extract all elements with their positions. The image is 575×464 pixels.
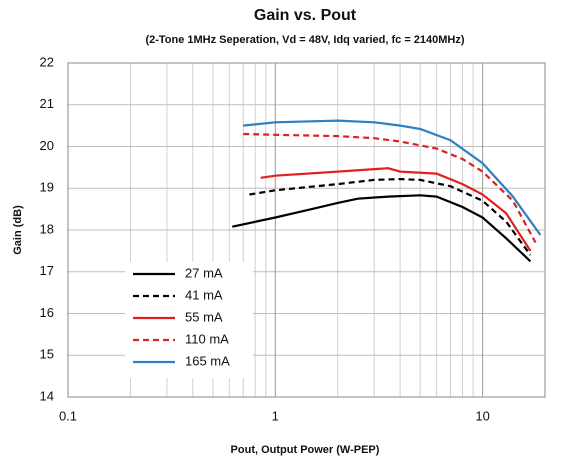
y-tick-label: 15 xyxy=(40,347,54,362)
line-series xyxy=(249,177,532,256)
legend-label: 27 mA xyxy=(185,265,223,280)
y-tick-label: 21 xyxy=(40,96,54,111)
y-tick-label: 17 xyxy=(40,263,54,278)
x-tick-label: 1 xyxy=(272,408,279,423)
legend-label: 41 mA xyxy=(185,287,223,302)
plot-border xyxy=(67,62,546,398)
line-series xyxy=(243,132,537,244)
y-tick-label: 22 xyxy=(40,54,54,69)
x-axis-label: Pout, Output Power (W-PEP) xyxy=(231,444,380,456)
line-series xyxy=(260,167,532,252)
y-tick-label: 18 xyxy=(40,221,54,236)
y-tick-label: 16 xyxy=(40,305,54,320)
legend-label: 55 mA xyxy=(185,309,223,324)
y-axis-label: Gain (dB) xyxy=(12,205,24,255)
chart-subtitle: (2-Tone 1MHz Seperation, Vd = 48V, Idq v… xyxy=(145,34,464,46)
y-tick-label: 20 xyxy=(40,138,54,153)
legend-label: 165 mA xyxy=(185,353,230,368)
line-series xyxy=(232,194,532,263)
y-tick-label: 19 xyxy=(40,180,54,195)
chart-title: Gain vs. Pout xyxy=(254,7,357,24)
x-tick-label: 0.1 xyxy=(59,408,77,423)
y-tick-label: 14 xyxy=(40,388,54,403)
x-tick-label: 10 xyxy=(475,408,489,423)
legend-box xyxy=(125,262,253,378)
line-series xyxy=(243,119,542,236)
legend-label: 110 mA xyxy=(185,331,229,346)
